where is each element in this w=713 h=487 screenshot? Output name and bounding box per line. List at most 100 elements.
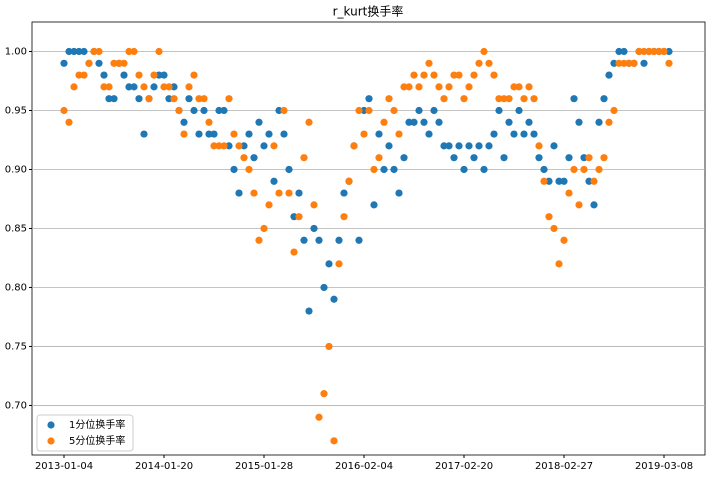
point (255, 236, 263, 244)
point (330, 295, 338, 303)
point (80, 71, 88, 79)
point (265, 130, 273, 138)
point (415, 106, 423, 115)
point (600, 154, 608, 162)
point (665, 47, 673, 56)
point (425, 130, 433, 138)
point (395, 189, 403, 197)
point (530, 95, 538, 103)
point (380, 118, 388, 126)
point (550, 224, 558, 233)
x-tick-label: 2018-02-27 (535, 461, 593, 472)
point (550, 142, 558, 150)
point (120, 71, 128, 79)
y-tick-label: 0.90 (5, 164, 27, 175)
point (485, 59, 493, 67)
point (205, 130, 213, 138)
point (565, 189, 573, 197)
point (370, 165, 378, 174)
point (215, 106, 223, 115)
point (280, 106, 288, 115)
x-tick-label: 2016-02-04 (335, 461, 393, 472)
point (475, 142, 483, 150)
plot-frame (31, 21, 706, 456)
point (290, 248, 298, 256)
point (405, 118, 413, 126)
point (490, 71, 498, 79)
legend-marker (47, 437, 55, 445)
point (270, 142, 278, 150)
point (295, 213, 303, 221)
point (315, 236, 323, 244)
point (95, 47, 103, 56)
point (620, 47, 628, 56)
x-tick-label: 2015-01-28 (235, 461, 293, 472)
point (140, 83, 148, 91)
point (200, 95, 208, 103)
point (360, 130, 368, 138)
point (500, 154, 508, 162)
point (555, 177, 563, 185)
point (165, 83, 173, 91)
point (105, 95, 113, 103)
point (630, 59, 638, 67)
point (330, 437, 338, 445)
point (190, 71, 198, 79)
point (200, 106, 208, 115)
point (140, 130, 148, 138)
point (540, 177, 548, 185)
point (70, 83, 78, 91)
y-tick-label: 1.00 (5, 46, 27, 57)
point (115, 59, 123, 67)
point (260, 142, 268, 150)
point (375, 154, 383, 162)
point (135, 95, 143, 103)
point (420, 71, 428, 79)
point (450, 154, 458, 162)
point (445, 142, 453, 150)
legend-marker (47, 421, 55, 429)
point (100, 83, 108, 91)
point (480, 47, 488, 56)
point (450, 71, 458, 79)
point (310, 224, 318, 233)
point (400, 154, 408, 162)
point (80, 47, 88, 56)
point (150, 83, 158, 91)
y-tick-label: 0.85 (5, 223, 27, 234)
point (545, 213, 553, 221)
point (350, 142, 358, 150)
point (380, 165, 388, 174)
point (465, 83, 473, 91)
point (285, 189, 293, 197)
point (285, 165, 293, 174)
x-tick-label: 2019-03-08 (635, 461, 693, 472)
point (505, 95, 513, 103)
point (620, 59, 628, 67)
point (650, 47, 658, 56)
point (75, 47, 83, 56)
point (90, 47, 98, 56)
point (220, 106, 228, 115)
point (605, 71, 613, 79)
point (215, 142, 223, 150)
point (335, 260, 343, 268)
point (270, 177, 278, 185)
point (160, 83, 168, 91)
point (585, 154, 593, 162)
point (225, 142, 233, 150)
point (495, 106, 503, 115)
point (615, 59, 623, 67)
point (280, 130, 288, 138)
point (570, 95, 578, 103)
point (295, 189, 303, 197)
point (185, 83, 193, 91)
point (390, 165, 398, 174)
point (150, 71, 158, 79)
point (180, 118, 188, 126)
point (130, 83, 138, 91)
point (335, 236, 343, 244)
point (175, 106, 183, 115)
point (365, 106, 373, 115)
point (430, 106, 438, 115)
